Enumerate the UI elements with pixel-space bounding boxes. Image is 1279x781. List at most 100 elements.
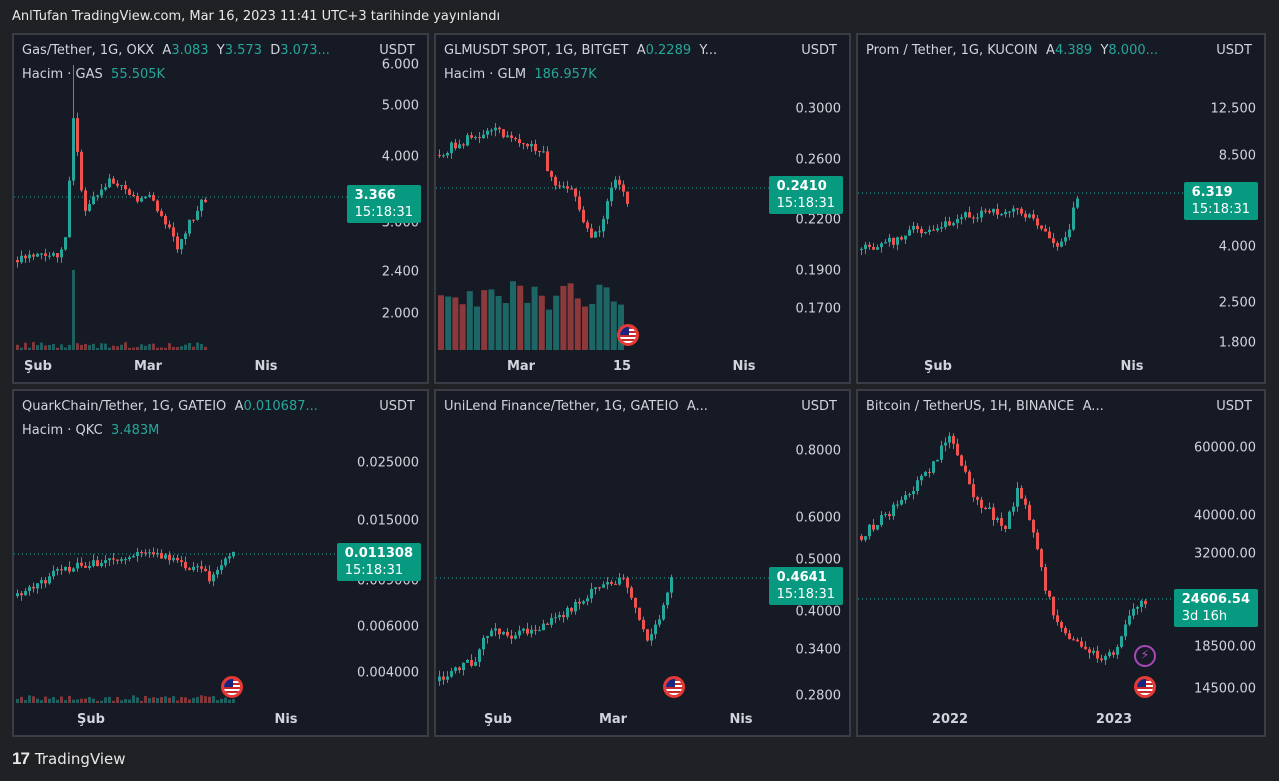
x-tick: Şub xyxy=(24,359,52,374)
candlestick-plot[interactable] xyxy=(858,35,1264,382)
volume-bar xyxy=(20,696,23,703)
volume-legend[interactable]: Hacim · GAS 55.505K xyxy=(22,67,165,82)
tradingview-logo-icon[interactable]: 17 xyxy=(12,749,30,768)
candle xyxy=(562,181,565,189)
candle xyxy=(606,198,609,225)
volume-bar xyxy=(60,344,63,350)
x-tick: 2022 xyxy=(931,712,969,727)
candle xyxy=(952,221,955,227)
chart-panel-gas-usdt[interactable]: Gas/Tether, 1G, OKX A3.083 Y3.573 D3.073… xyxy=(12,33,429,384)
candle xyxy=(928,468,931,478)
candle xyxy=(988,502,991,510)
chart-panel-qkc-usdt[interactable]: QuarkChain/Tether, 1G, GATEIO A0.010687.… xyxy=(12,389,429,737)
candlestick-plot[interactable] xyxy=(14,391,427,735)
candle xyxy=(542,619,545,631)
y-tick: 8.500 xyxy=(1218,148,1256,164)
volume-legend[interactable]: Hacim · GLM 186.957K xyxy=(444,67,597,82)
candle xyxy=(100,183,103,199)
candle xyxy=(36,583,39,594)
tradingview-footer[interactable]: 17 TradingView xyxy=(12,749,126,769)
chart-panel-btc-usdt[interactable]: Bitcoin / TetherUS, 1H, BINANCE A... USD… xyxy=(856,389,1266,737)
volume-bar xyxy=(68,695,71,703)
candle xyxy=(478,648,481,667)
candlestick-plot[interactable] xyxy=(14,35,427,382)
y-tick: 0.1900 xyxy=(795,263,842,279)
volume-bar xyxy=(200,695,203,703)
candle xyxy=(1016,481,1019,512)
symbol-legend[interactable]: Prom / Tether, 1G, KUCOIN A4.389 Y8.000.… xyxy=(866,43,1176,58)
candle xyxy=(84,187,87,216)
volume-bar xyxy=(589,303,596,350)
candle xyxy=(180,238,183,255)
x-tick: Nis xyxy=(729,712,753,727)
candle xyxy=(196,205,199,221)
candle xyxy=(522,142,525,150)
volume-bar xyxy=(445,296,452,350)
candle xyxy=(1072,201,1075,232)
candle xyxy=(538,626,541,632)
last-price: 0.4641 xyxy=(776,570,827,585)
candle xyxy=(92,191,95,205)
candle xyxy=(968,206,971,218)
volume-bar xyxy=(224,697,227,703)
volume-bar xyxy=(184,697,187,703)
candle xyxy=(916,223,919,233)
candle xyxy=(164,552,167,560)
candle xyxy=(936,224,939,233)
chart-panel-glm-usdt[interactable]: GLMUSDT SPOT, 1G, BITGET A0.2289 Y... Ha… xyxy=(434,33,851,384)
candle xyxy=(506,131,509,138)
candle xyxy=(618,572,621,586)
candle xyxy=(876,244,879,251)
candlestick-plot[interactable] xyxy=(436,35,849,382)
x-tick: Nis xyxy=(254,359,278,374)
volume-bar xyxy=(610,301,617,350)
symbol-legend[interactable]: Bitcoin / TetherUS, 1H, BINANCE A... xyxy=(866,399,1166,414)
candle xyxy=(586,595,589,606)
candle xyxy=(642,616,645,632)
volume-bar xyxy=(196,342,199,350)
volume-legend[interactable]: Hacim · QKC 3.483M xyxy=(22,423,159,438)
volume-bar xyxy=(36,698,39,703)
candle xyxy=(618,175,621,191)
open-label: A xyxy=(1046,43,1055,58)
tradingview-brand[interactable]: TradingView xyxy=(34,750,126,768)
candle xyxy=(538,150,541,157)
volume-bar xyxy=(160,696,163,703)
symbol-legend[interactable]: QuarkChain/Tether, 1G, GATEIO A0.010687.… xyxy=(22,399,340,414)
candle xyxy=(920,473,923,486)
volume-bar xyxy=(92,343,95,350)
volume-bar xyxy=(152,697,155,703)
candle xyxy=(48,251,51,260)
volume-bar xyxy=(44,345,47,350)
open-label: A xyxy=(636,43,646,58)
volume-bar xyxy=(120,344,123,350)
candle xyxy=(1116,644,1119,659)
lightning-icon[interactable]: ⚡ xyxy=(1134,645,1156,667)
candlestick-plot[interactable] xyxy=(858,391,1264,735)
us-flag-icon[interactable] xyxy=(617,324,639,346)
us-flag-icon[interactable] xyxy=(663,676,685,698)
y-tick: 5.000 xyxy=(381,98,419,114)
symbol-legend[interactable]: GLMUSDT SPOT, 1G, BITGET A0.2289 Y... xyxy=(444,43,744,58)
candle xyxy=(904,235,907,245)
volume-bar xyxy=(116,697,119,703)
volume-bar xyxy=(144,345,147,350)
symbol-legend[interactable]: UniLend Finance/Tether, 1G, GATEIO A... xyxy=(444,399,744,414)
candle xyxy=(558,181,561,190)
candle xyxy=(60,564,63,575)
last-price: 24606.54 xyxy=(1181,592,1250,607)
open-label: A xyxy=(162,43,172,58)
symbol-legend[interactable]: Gas/Tether, 1G, OKX A3.083 Y3.573 D3.073… xyxy=(22,43,352,58)
volume-bar xyxy=(176,347,179,350)
chart-panel-uft-usdt[interactable]: UniLend Finance/Tether, 1G, GATEIO A... … xyxy=(434,389,851,737)
us-flag-icon[interactable] xyxy=(1134,676,1156,698)
candle xyxy=(598,225,601,237)
volume-bar xyxy=(560,285,567,350)
candle xyxy=(522,627,525,634)
candlestick-plot[interactable] xyxy=(436,391,849,735)
volume-bar xyxy=(28,347,31,350)
candle xyxy=(976,495,979,506)
us-flag-icon[interactable] xyxy=(221,676,243,698)
open-value: 0.010687... xyxy=(243,399,318,414)
chart-panel-prom-usdt[interactable]: Prom / Tether, 1G, KUCOIN A4.389 Y8.000.… xyxy=(856,33,1266,384)
